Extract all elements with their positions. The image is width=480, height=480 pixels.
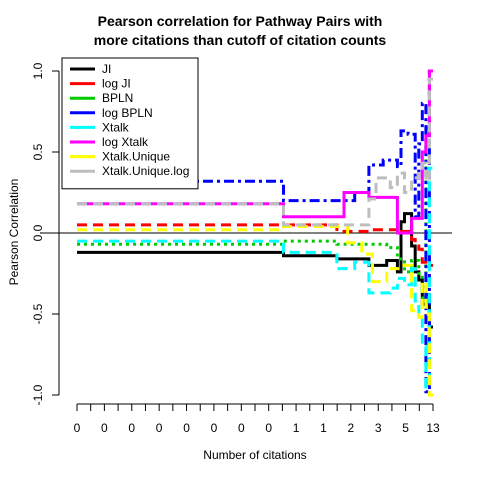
- legend-label-4: Xtalk: [102, 120, 130, 134]
- x-tick-label-0: 0: [74, 421, 81, 435]
- x-tick-label-11: 3: [375, 421, 382, 435]
- x-tick-label-10: 2: [348, 421, 355, 435]
- x-tick-label-8: 1: [293, 421, 300, 435]
- y-tick-label-4: 1.0: [31, 62, 45, 79]
- x-tick-label-9: 1: [320, 421, 327, 435]
- x-tick-label-2: 0: [128, 421, 135, 435]
- y-tick-label-1: -0.5: [31, 303, 45, 324]
- y-axis: -1.0 -0.5 0.0 0.5 1.0: [31, 62, 60, 405]
- x-tick-label-1: 0: [101, 421, 108, 435]
- x-axis: 0 0 0 0 0 0 0 0 1 1 2 3 5 13: [74, 403, 440, 435]
- x-tick-label-4: 0: [183, 421, 190, 435]
- legend-label-0: JI: [102, 62, 111, 76]
- legend-label-7: Xtalk.Unique.log: [102, 164, 189, 178]
- x-tick-label-3: 0: [156, 421, 163, 435]
- chart-title-line1: Pearson correlation for Pathway Pairs wi…: [97, 13, 383, 29]
- y-tick-label-3: 0.5: [31, 143, 45, 160]
- series-line-3: [77, 69, 433, 394]
- legend-label-6: Xtalk.Unique: [102, 150, 170, 164]
- x-tick-label-6: 0: [238, 421, 245, 435]
- y-tick-label-0: -1.0: [31, 384, 45, 405]
- legend-label-5: log Xtalk: [102, 135, 149, 149]
- series-line-2: [77, 85, 433, 300]
- chart-title-line2: more citations than cutoff of citation c…: [93, 32, 387, 48]
- series-line-0: [77, 212, 433, 329]
- series-group: [77, 69, 433, 397]
- series-line-5: [77, 69, 433, 235]
- y-tick-label-2: 0.0: [31, 224, 45, 241]
- series-line-7: [77, 77, 433, 227]
- x-tick-label-7: 0: [265, 421, 272, 435]
- series-line-6: [77, 225, 433, 397]
- x-tick-label-12: 5: [402, 421, 409, 435]
- x-tick-label-5: 0: [211, 421, 218, 435]
- x-axis-label: Number of citations: [203, 448, 307, 462]
- series-line-1: [77, 223, 433, 267]
- legend-label-3: log BPLN: [102, 106, 153, 120]
- legend-box: [61, 57, 199, 190]
- series-line-4: [77, 166, 433, 389]
- legend-label-2: BPLN: [102, 91, 133, 105]
- legend-label-1: log JI: [102, 77, 131, 91]
- x-tick-label-13: 13: [426, 421, 440, 435]
